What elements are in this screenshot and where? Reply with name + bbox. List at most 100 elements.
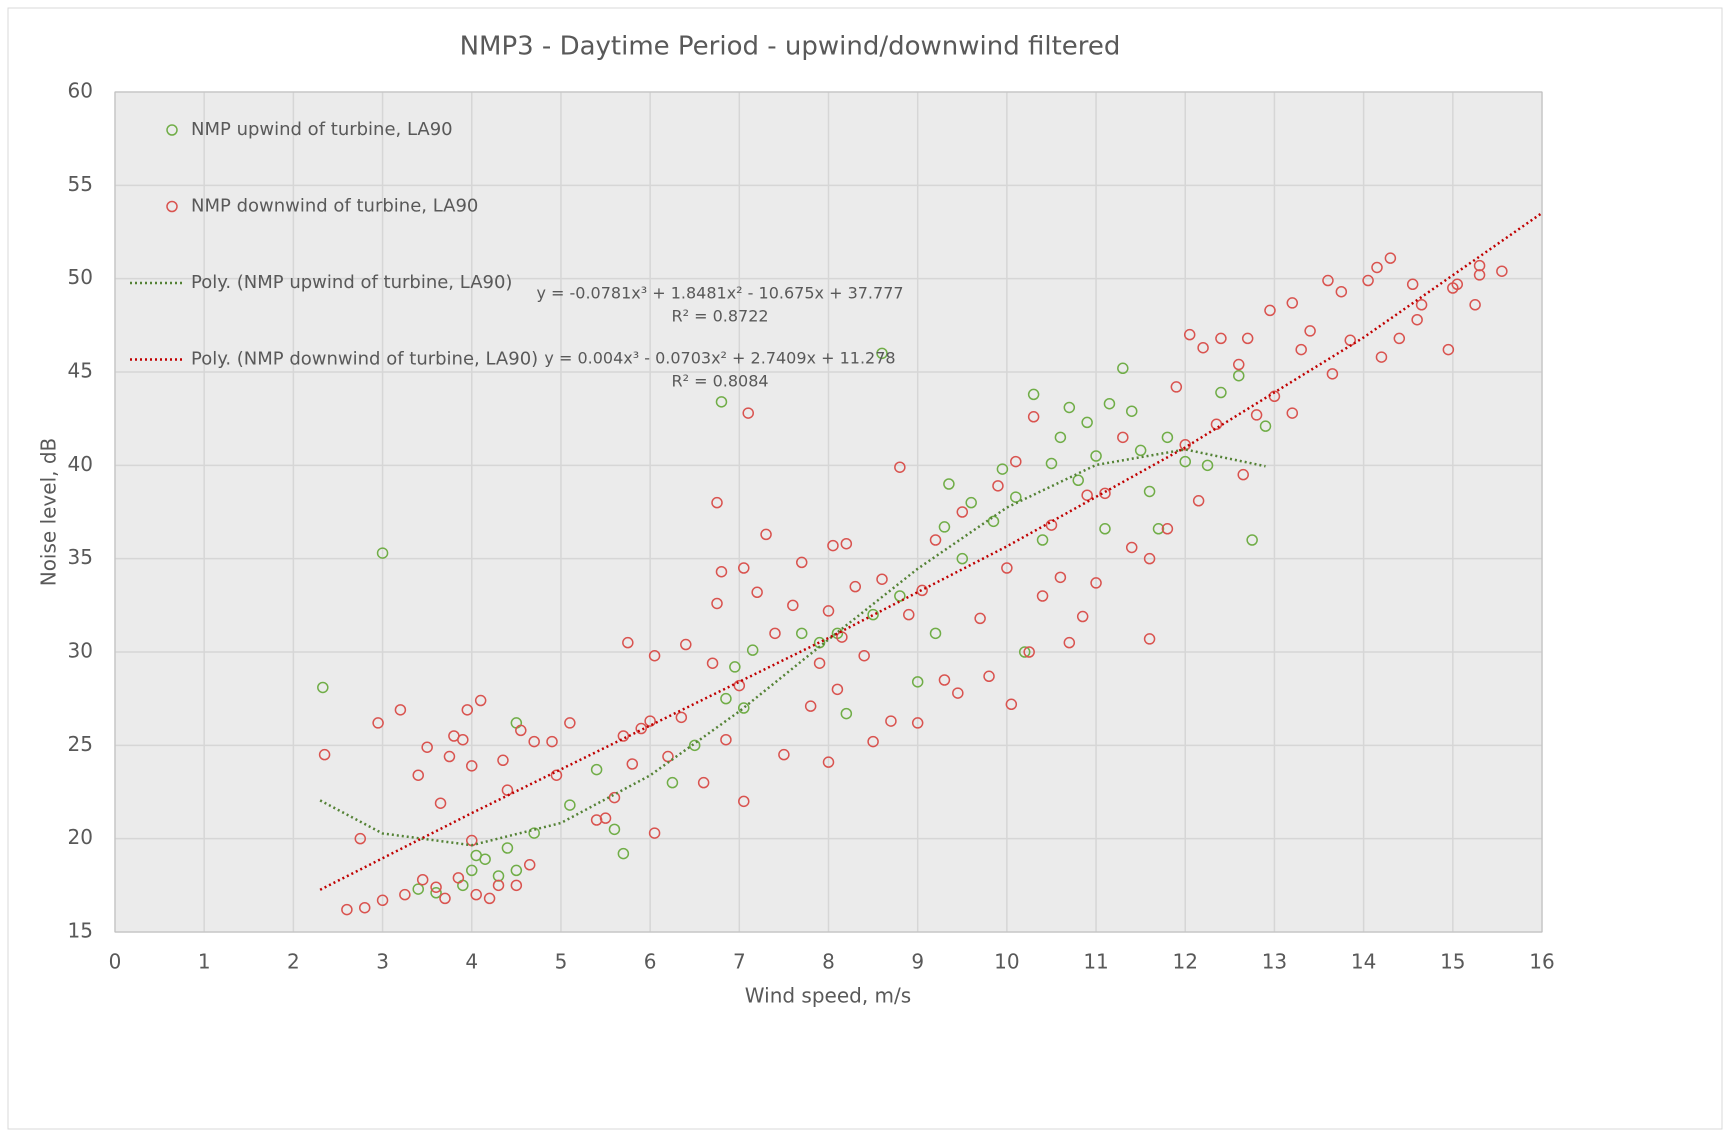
point [457, 733, 469, 746]
annotation: R² = 0.8722 [671, 307, 768, 326]
legend-label: NMP downwind of turbine, LA90 [191, 196, 478, 217]
point [1295, 343, 1307, 356]
point [867, 608, 879, 621]
point [1103, 397, 1116, 410]
point [608, 823, 621, 836]
point [943, 478, 955, 490]
point [1001, 562, 1013, 574]
point [510, 864, 523, 877]
point [952, 687, 964, 699]
point [1362, 274, 1374, 287]
point [1215, 332, 1227, 345]
point [1406, 278, 1419, 291]
annotation: R² = 0.8084 [671, 372, 768, 391]
point [358, 901, 371, 914]
point [738, 702, 750, 714]
point [341, 903, 353, 916]
point [1201, 459, 1214, 472]
point [1117, 431, 1129, 444]
point [412, 883, 424, 895]
point [688, 739, 701, 752]
point [564, 799, 576, 811]
point [956, 506, 969, 518]
point [711, 597, 723, 610]
legend-label: NMP upwind of turbine, LA90 [191, 119, 453, 140]
point [1036, 590, 1049, 602]
point [1036, 534, 1049, 546]
point [720, 692, 732, 705]
point [1143, 485, 1156, 498]
point [1010, 455, 1022, 468]
point [1192, 495, 1205, 507]
point [929, 534, 942, 546]
point [1045, 457, 1058, 470]
point [1286, 297, 1299, 309]
point [720, 733, 732, 746]
point [1384, 252, 1397, 264]
point [501, 842, 514, 854]
point [1090, 577, 1102, 589]
point [1134, 444, 1147, 457]
point [974, 612, 986, 625]
x-tick-label: 9 [911, 950, 924, 974]
point [372, 717, 384, 729]
point [1183, 328, 1196, 341]
point [466, 864, 478, 877]
point [938, 521, 951, 533]
y-tick-label: 60 [68, 79, 93, 103]
point [430, 887, 442, 899]
point [648, 827, 661, 839]
legend-label: Poly. (NMP upwind of turbine, LA90) [191, 272, 512, 293]
x-tick-label: 6 [644, 950, 657, 974]
point [421, 741, 433, 753]
point [1090, 450, 1102, 462]
point [876, 347, 888, 360]
plot-frame [114, 91, 1543, 933]
point [1054, 571, 1067, 584]
point [1415, 299, 1428, 311]
point [760, 528, 772, 541]
point [523, 859, 536, 871]
legend-marker [166, 124, 178, 136]
point [1197, 341, 1209, 354]
point [1143, 633, 1156, 645]
y-tick-label: 15 [68, 919, 93, 943]
point [550, 769, 563, 781]
annotation: y = 0.004x³ - 0.0703x² + 2.7409x + 11.27… [544, 349, 895, 368]
point [1081, 489, 1093, 501]
point [608, 791, 621, 804]
point [916, 584, 928, 597]
point [394, 704, 407, 716]
point [1027, 411, 1040, 423]
point [501, 784, 514, 796]
x-tick-label: 0 [109, 950, 122, 974]
point [590, 763, 603, 776]
point [911, 717, 924, 729]
x-axis-label: Wind speed, m/s [745, 984, 911, 1008]
point [617, 730, 630, 742]
point [1233, 358, 1245, 371]
point [1161, 523, 1174, 535]
point [965, 496, 977, 509]
point [903, 608, 915, 621]
point [983, 670, 995, 683]
point [697, 776, 710, 789]
point [317, 681, 329, 694]
x-tick-label: 4 [465, 950, 478, 974]
point [795, 556, 808, 569]
point [564, 717, 576, 729]
point [804, 700, 817, 712]
point [599, 812, 612, 824]
point [1005, 698, 1018, 711]
point [894, 461, 906, 473]
point [867, 735, 879, 748]
x-tick-label: 12 [1173, 950, 1198, 974]
point [1322, 274, 1334, 287]
point [938, 674, 951, 686]
point [318, 748, 331, 761]
point [617, 847, 630, 860]
point [1215, 386, 1227, 399]
point [354, 832, 367, 845]
point [626, 758, 639, 770]
